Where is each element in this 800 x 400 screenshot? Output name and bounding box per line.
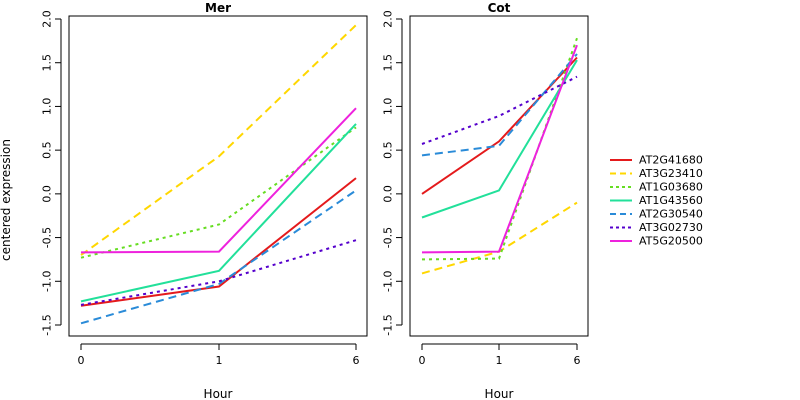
y-axis: -1.5 -1.0 -0.5 0.0 0.5 1.0 1.5 2.0 (41, 10, 62, 336)
series-lines (80, 24, 357, 325)
series-line-at5g20500 (421, 44, 578, 254)
plot-frame (68, 15, 368, 337)
legend-label: AT1G03680 (639, 181, 703, 194)
series-line-at3g02730 (421, 75, 578, 145)
x-tick-label: 0 (78, 354, 85, 367)
legend-label: AT5G20500 (639, 235, 703, 248)
y-tick-label: 0.5 (41, 141, 54, 159)
y-tick-label: -0.5 (41, 227, 54, 248)
series-line-at1g43560 (80, 123, 357, 303)
y-tick-label: 2.0 (382, 10, 395, 28)
x-axis-title: Hour (485, 387, 514, 400)
y-tick-label: -1.5 (41, 314, 54, 335)
legend-label: AT2G30540 (639, 208, 703, 221)
series-line-at2g30540 (421, 53, 578, 157)
panel-cot: Cot -1.5 -1.0 -0.5 0.0 0.5 1.0 1.5 2.0 0 1 6 Hour (382, 1, 589, 400)
x-tick-label: 0 (419, 354, 426, 367)
y-tick-label: 1.5 (382, 54, 395, 72)
legend-label: AT3G02730 (639, 221, 703, 234)
x-tick-label: 6 (574, 354, 581, 367)
x-tick-label: 1 (496, 354, 503, 367)
y-tick-label: 0.0 (41, 185, 54, 203)
x-axis: 0 1 6 (78, 343, 360, 367)
series-line-at1g43560 (421, 59, 578, 219)
series-line-at3g23410 (421, 201, 578, 275)
legend-label: AT3G23410 (639, 167, 703, 180)
y-tick-label: -1.0 (382, 271, 395, 292)
y-tick-label: -0.5 (382, 227, 395, 248)
panel-title: Mer (205, 1, 231, 15)
legend-label: AT2G41680 (639, 154, 703, 167)
x-axis: 0 1 6 (419, 343, 581, 367)
series-line-at3g02730 (80, 239, 357, 306)
y-tick-label: -1.5 (382, 314, 395, 335)
series-line-at2g41680 (421, 56, 578, 195)
x-tick-label: 1 (216, 354, 223, 367)
panel-mer: Mer -1.5 -1.0 -0.5 0.0 0.5 1.0 1.5 2.0 0 1 6 Hour (41, 1, 368, 400)
y-tick-label: 1.5 (41, 54, 54, 72)
x-axis-title: Hour (204, 387, 233, 400)
x-tick-label: 6 (353, 354, 360, 367)
y-tick-label: 2.0 (41, 10, 54, 28)
legend: AT2G41680AT3G23410AT1G03680AT1G43560AT2G… (610, 154, 703, 248)
series-line-at5g20500 (80, 107, 357, 254)
series-line-at1g03680 (421, 37, 578, 261)
legend-label: AT1G43560 (639, 194, 703, 207)
y-axis-title: centered expression (0, 139, 13, 261)
y-tick-label: -1.0 (41, 271, 54, 292)
y-tick-label: 1.0 (41, 98, 54, 116)
series-line-at1g03680 (80, 126, 357, 259)
y-tick-label: 0.5 (382, 141, 395, 159)
series-line-at2g41680 (80, 177, 357, 307)
y-tick-label: 1.0 (382, 98, 395, 116)
series-line-at3g23410 (80, 24, 357, 256)
y-axis: -1.5 -1.0 -0.5 0.0 0.5 1.0 1.5 2.0 (382, 10, 403, 336)
plot-frame (409, 15, 589, 337)
y-tick-label: 0.0 (382, 185, 395, 203)
series-lines (421, 37, 578, 275)
series-line-at2g30540 (80, 189, 357, 325)
panel-title: Cot (488, 1, 511, 15)
